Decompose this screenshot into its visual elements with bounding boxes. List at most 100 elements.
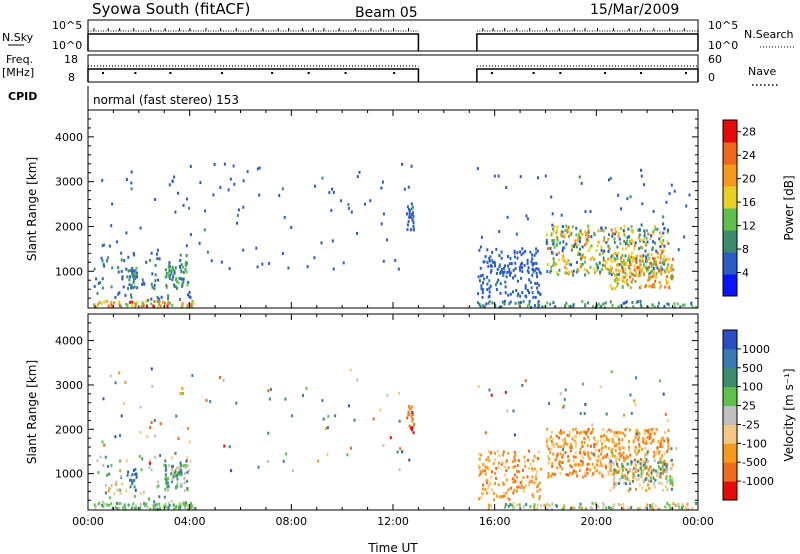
range-cell — [547, 461, 550, 465]
range-cell — [598, 471, 601, 475]
range-cell — [585, 432, 588, 436]
range-cell — [132, 269, 135, 273]
range-cell — [584, 507, 587, 511]
range-cell — [655, 469, 657, 473]
range-cell — [528, 300, 531, 303]
range-cell — [171, 468, 174, 472]
range-cell — [628, 240, 631, 243]
range-cell — [637, 474, 640, 477]
range-cell — [500, 267, 503, 271]
range-cell — [565, 261, 568, 265]
range-cell — [609, 284, 612, 288]
range-cell — [559, 445, 562, 449]
range-cell — [623, 275, 626, 279]
range-cell — [340, 199, 343, 203]
range-cell — [621, 453, 624, 457]
range-cell — [141, 301, 144, 305]
range-cell — [574, 451, 577, 455]
range-cell — [399, 447, 402, 451]
range-cell — [526, 269, 529, 273]
nsky-tick-bottom: 10^0 — [52, 39, 82, 52]
range-cell — [179, 473, 182, 477]
range-cell — [637, 265, 640, 269]
range-cell — [627, 478, 630, 482]
range-cell — [657, 305, 660, 308]
range-cell — [172, 275, 175, 279]
range-cell — [647, 258, 650, 262]
range-cell — [536, 485, 539, 489]
range-cell — [574, 239, 577, 243]
nave-dip — [532, 72, 535, 74]
range-cell — [622, 267, 624, 271]
range-cell — [156, 300, 159, 304]
range-cell — [570, 270, 573, 274]
range-cell — [613, 468, 616, 472]
range-cell — [588, 462, 591, 466]
range-cell — [477, 275, 480, 279]
range-cell — [628, 256, 631, 260]
range-cell — [552, 251, 555, 255]
range-cell — [638, 483, 641, 487]
cpid-label: CPID — [8, 90, 37, 103]
range-cell — [168, 269, 171, 273]
range-cell — [517, 459, 520, 463]
range-cell — [331, 187, 333, 191]
range-cell — [481, 273, 484, 277]
range-cell — [581, 506, 583, 510]
range-cell — [109, 374, 112, 378]
range-cell — [538, 284, 541, 287]
range-cell — [670, 263, 673, 267]
range-cell — [604, 226, 607, 230]
range-cell — [683, 235, 686, 239]
range-cell — [567, 473, 570, 477]
range-cell — [94, 305, 96, 309]
colorbar-tick-label: -500 — [742, 456, 767, 469]
range-cell — [553, 263, 556, 266]
range-cell — [138, 454, 141, 458]
range-cell — [187, 280, 190, 284]
range-cell — [261, 262, 264, 266]
range-cell — [581, 475, 584, 479]
range-cell — [141, 278, 144, 282]
range-cell — [129, 478, 131, 482]
range-cell — [566, 228, 569, 232]
range-cell — [599, 471, 602, 475]
range-cell — [408, 424, 411, 428]
range-cell — [612, 253, 615, 256]
range-cell — [525, 295, 528, 299]
range-cell — [291, 414, 294, 418]
range-cell — [648, 275, 651, 279]
range-cell — [130, 478, 133, 482]
colorbar-segment — [723, 252, 737, 275]
range-cell — [650, 253, 653, 257]
range-cell — [610, 260, 613, 263]
range-cell — [644, 460, 647, 464]
range-cell — [686, 502, 689, 506]
range-cell — [628, 259, 631, 263]
range-cell — [108, 487, 111, 491]
range-cell — [176, 466, 179, 470]
range-cell — [145, 502, 148, 506]
range-cell — [695, 502, 698, 505]
range-cell — [634, 434, 637, 438]
range-cell — [532, 495, 535, 499]
range-cell — [666, 450, 669, 454]
range-cell — [647, 278, 650, 282]
range-cell — [189, 459, 192, 463]
range-cell — [480, 453, 483, 457]
range-cell — [557, 436, 560, 440]
station-title: Syowa South (fitACF) — [92, 0, 250, 18]
range-cell — [148, 465, 151, 469]
range-cell — [192, 506, 195, 510]
range-cell — [555, 442, 558, 446]
range-cell — [397, 267, 400, 271]
range-cell — [625, 261, 628, 265]
range-cell — [146, 435, 149, 439]
range-cell — [602, 302, 605, 306]
range-cell — [572, 269, 575, 273]
range-cell — [132, 252, 135, 255]
range-cell — [555, 262, 558, 266]
range-cell — [645, 489, 648, 492]
range-cell — [381, 180, 384, 184]
range-cell — [563, 397, 566, 401]
